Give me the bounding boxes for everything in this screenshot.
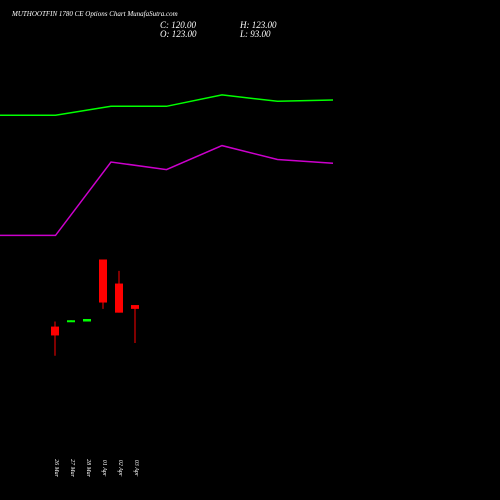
candle-body [99, 259, 107, 303]
chart-title: MUTHOOTFIN 1780 CE Options Chart MunafaS… [11, 10, 178, 18]
x-tick-label: 03 Apr [133, 460, 139, 477]
close-label: C: 120.00 [160, 20, 197, 30]
x-tick-label: 26 Mar [53, 459, 59, 477]
candle-body [83, 318, 91, 322]
candle-body [115, 283, 123, 313]
candle-body [51, 326, 59, 336]
candle-body [67, 320, 75, 323]
open-label: O: 123.00 [160, 29, 197, 39]
x-tick-label: 01 Apr [101, 460, 107, 477]
low-label: L: 93.00 [239, 29, 271, 39]
x-tick-label: 28 Mar [85, 459, 91, 477]
x-tick-label: 27 Mar [69, 459, 75, 477]
indicator-line [0, 94, 334, 116]
indicator-line [0, 144, 334, 237]
high-label: H: 123.00 [239, 20, 277, 30]
x-tick-label: 02 Apr [117, 460, 123, 477]
candle-body [131, 305, 139, 309]
